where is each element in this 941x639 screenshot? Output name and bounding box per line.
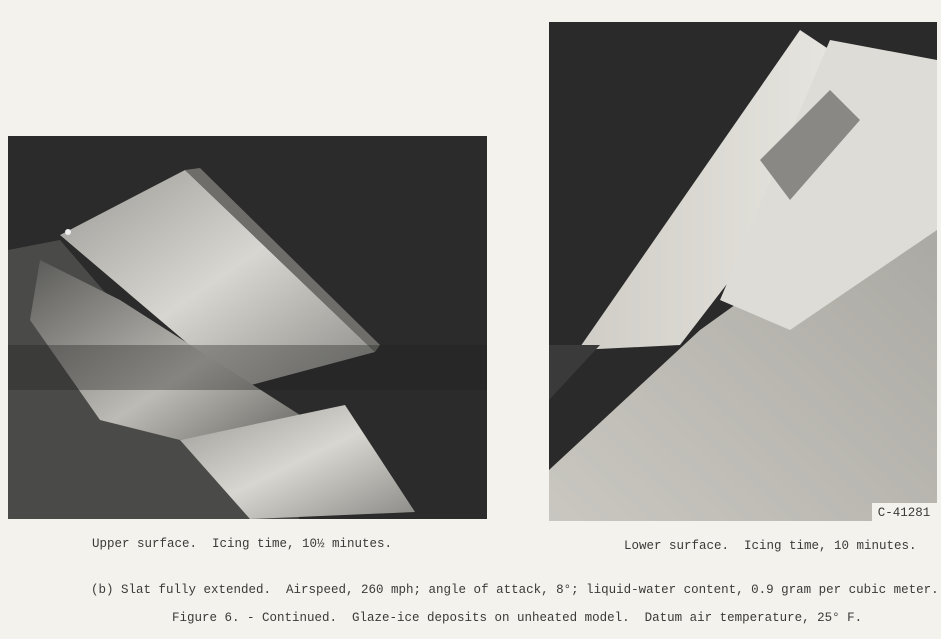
figure-caption: Figure 6. - Continued. Glaze-ice deposit… xyxy=(172,611,863,625)
subcaption: (b) Slat fully extended. Airspeed, 260 m… xyxy=(91,583,939,597)
photo-lower-surface xyxy=(549,22,937,521)
left-caption: Upper surface. Icing time, 10½ minutes. xyxy=(92,537,393,551)
photo-label: C-41281 xyxy=(878,506,931,520)
right-caption: Lower surface. Icing time, 10 minutes. xyxy=(624,539,917,553)
photo-upper-surface xyxy=(8,136,487,519)
